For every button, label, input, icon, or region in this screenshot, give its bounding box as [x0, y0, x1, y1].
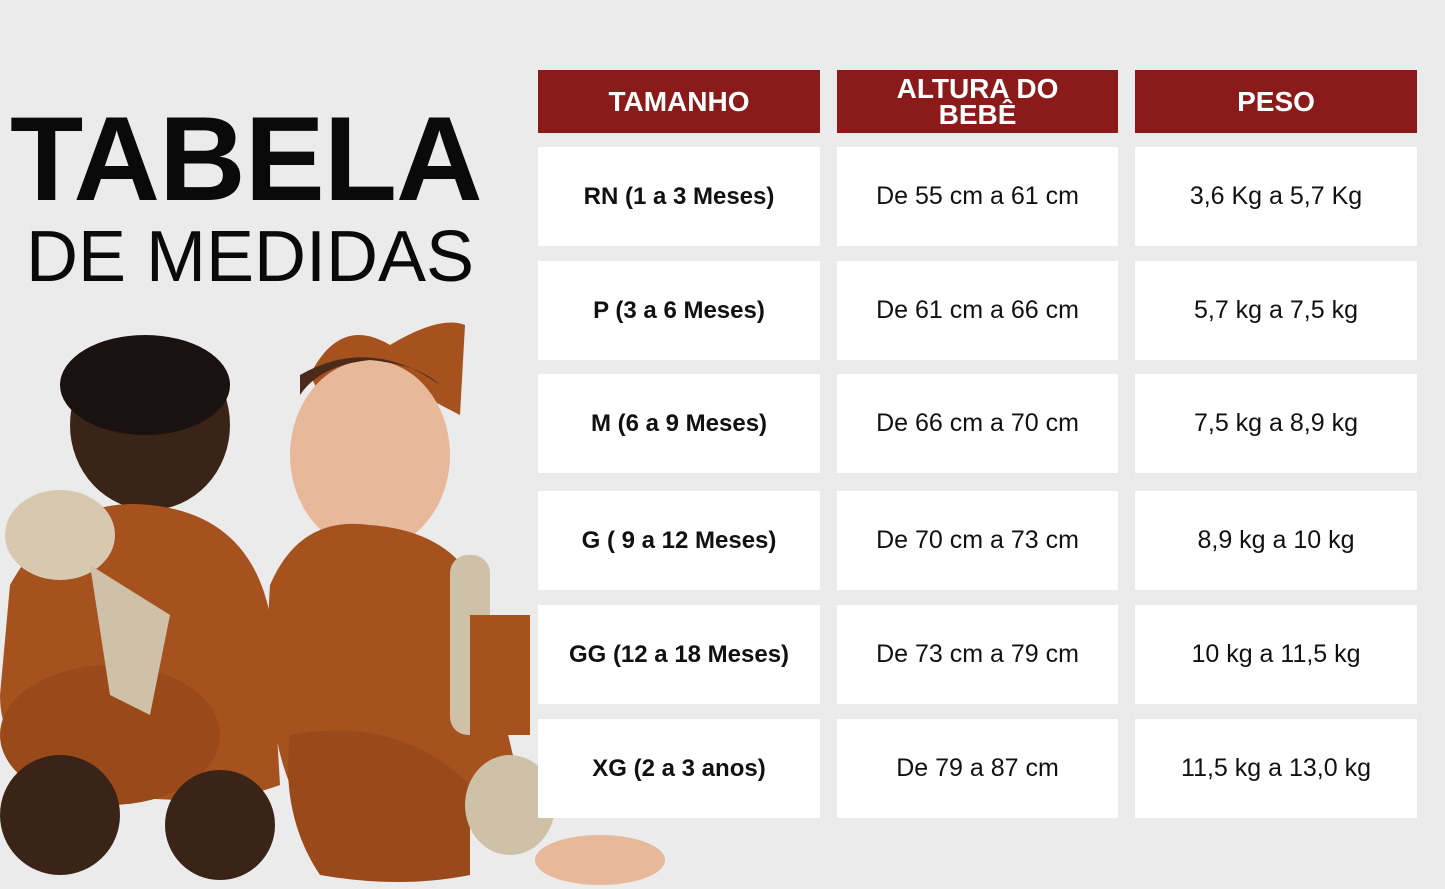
cell-height: De 61 cm a 66 cm — [837, 261, 1118, 360]
babies-photo — [0, 322, 665, 885]
cell-size: G ( 9 a 12 Meses) — [538, 491, 820, 590]
cell-size: P (3 a 6 Meses) — [538, 261, 820, 360]
cell-height: De 70 cm a 73 cm — [837, 491, 1118, 590]
cell-weight: 3,6 Kg a 5,7 Kg — [1135, 147, 1417, 246]
cell-weight: 10 kg a 11,5 kg — [1135, 605, 1417, 704]
cell-height: De 55 cm a 61 cm — [837, 147, 1118, 246]
cell-size: M (6 a 9 Meses) — [538, 374, 820, 473]
cell-height: De 73 cm a 79 cm — [837, 605, 1118, 704]
cell-weight: 11,5 kg a 13,0 kg — [1135, 719, 1417, 818]
cell-weight: 5,7 kg a 7,5 kg — [1135, 261, 1417, 360]
header-tamanho: TAMANHO — [538, 70, 820, 133]
cell-size: GG (12 a 18 Meses) — [538, 605, 820, 704]
cell-weight: 8,9 kg a 10 kg — [1135, 491, 1417, 590]
header-altura-label: ALTURA DO BEBÊ — [896, 72, 1059, 130]
header-altura: ALTURA DO BEBÊ — [837, 70, 1118, 133]
cell-weight: 7,5 kg a 8,9 kg — [1135, 374, 1417, 473]
cell-height: De 79 a 87 cm — [837, 719, 1118, 818]
cell-size: RN (1 a 3 Meses) — [538, 147, 820, 246]
title-main: TABELA — [10, 92, 483, 226]
title-sub: DE MEDIDAS — [26, 217, 475, 297]
cell-height: De 66 cm a 70 cm — [837, 374, 1118, 473]
header-peso: PESO — [1135, 70, 1417, 133]
cell-size: XG (2 a 3 anos) — [538, 719, 820, 818]
